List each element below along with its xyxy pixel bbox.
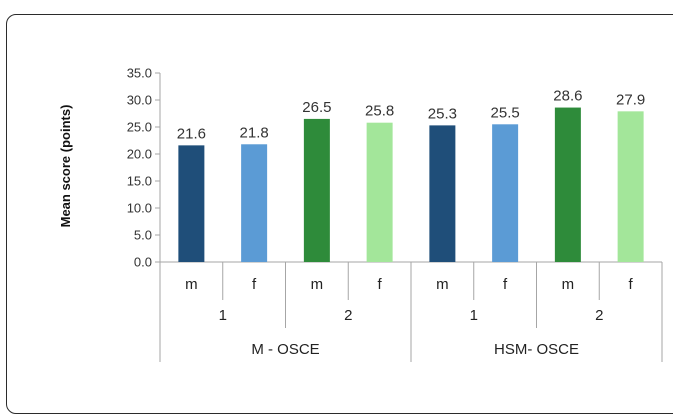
session-label: 2 [595,307,603,324]
chart-axes [155,72,663,362]
data-label: 25.3 [428,105,457,122]
session-label: 1 [470,307,478,324]
bar [429,125,456,262]
exam-type-label: HSM- OSCE [494,341,579,358]
data-label: 21.8 [240,124,269,141]
y-tick-labels: 0.0 5.0 10.0 15.0 20.0 25.0 30.0 35.0 [127,66,152,270]
y-tick-label: 0.0 [134,255,152,270]
sex-label: m [436,276,449,293]
data-label: 25.8 [365,103,394,120]
sex-label: m [562,276,575,293]
category-labels: m f m f m f m f 1 2 1 2 M - OSCE HSM- OSCE [185,276,633,358]
data-label: 28.6 [553,88,582,105]
exam-type-label: M - OSCE [251,341,319,358]
data-label: 25.5 [491,104,520,121]
sex-label: f [503,276,508,293]
bar [554,107,581,262]
bar [241,144,268,262]
y-tick-label: 10.0 [127,201,152,216]
y-axis-label: Mean score (points) [58,105,73,228]
bar [366,122,393,263]
sex-label: f [378,276,383,293]
bar-chart: 0.05.010.015.020.025.030.035.0 21.6 21.82… [58,66,663,362]
data-label: 26.5 [302,99,331,116]
y-tick-label: 35.0 [127,66,152,81]
y-tick-label: 5.0 [134,228,152,243]
data-label: 21.6 [177,125,206,142]
bars [178,107,644,263]
data-label: 27.9 [616,91,645,108]
sex-label: m [185,276,198,293]
y-tick-label: 30.0 [127,93,152,108]
session-label: 1 [219,307,227,324]
y-tick-label: 25.0 [127,120,152,135]
bar [303,118,330,263]
session-label: 2 [344,307,352,324]
bar [617,111,644,262]
sex-label: m [311,276,324,293]
bar [178,145,205,262]
sex-label: f [629,276,634,293]
sex-label: f [252,276,257,293]
y-tick-label: 15.0 [127,174,152,189]
y-tick-label: 20.0 [127,147,152,162]
bar [492,124,519,262]
data-labels: 21.6 21.8 26.5 25.8 25.3 25.5 28.6 27.9 [177,88,645,143]
